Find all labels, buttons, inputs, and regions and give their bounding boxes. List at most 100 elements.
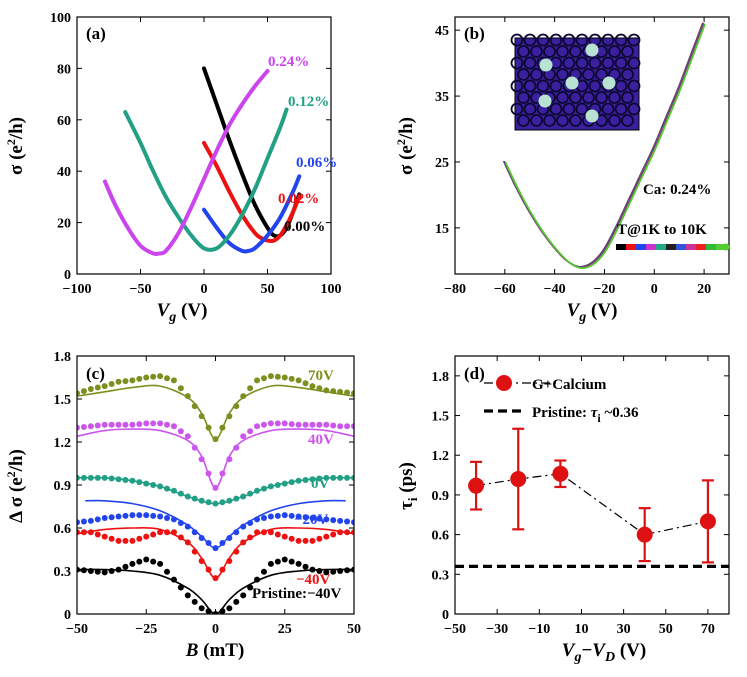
panel-c-plot (77, 373, 354, 614)
data-point-40V (233, 444, 240, 451)
panel-b-ytick-label: 45 (435, 24, 449, 39)
data-point-Pristine: -40V (191, 598, 198, 605)
panel-d-xtick-label: 30 (617, 622, 631, 637)
data-point-calcium (468, 477, 485, 494)
lattice-ring (562, 102, 576, 116)
data-point-40V (94, 422, 101, 429)
lattice-ring (575, 56, 589, 70)
data-point-70V (177, 385, 184, 392)
panel-a-ytick-label: 40 (57, 165, 71, 180)
lattice-ring (523, 102, 537, 116)
panel-d-ytick-label: 1.2 (432, 449, 450, 464)
lattice-ring (582, 68, 595, 81)
data-point-Pristine: -40V (337, 568, 344, 574)
data-point-0V (274, 482, 281, 488)
temperature-swatch (716, 244, 727, 250)
data-point-Pristine: -40V (274, 558, 281, 565)
legend-calcium-marker (496, 375, 512, 391)
lattice-ring (627, 56, 641, 70)
panel-b-xlabel: Vg (V) (567, 300, 618, 325)
series-line-0.24% (102, 68, 270, 257)
data-point--40V (351, 529, 354, 536)
data-point-Pristine: -40V (150, 558, 157, 565)
data-point-0V (337, 474, 344, 481)
data-point--40V (184, 539, 191, 546)
lattice-ring (575, 33, 589, 47)
lattice-ring (530, 68, 543, 81)
series-label-minus20v: −20V (294, 512, 329, 528)
temperature-label: T@1K to 10K (617, 222, 707, 238)
data-point-40V (274, 420, 281, 427)
data-point-70V (170, 377, 177, 384)
data-point--20V (233, 529, 240, 536)
data-point-0V (164, 485, 171, 492)
data-point-Pristine: -40V (260, 568, 267, 575)
lattice-ring (588, 56, 602, 70)
data-point--40V (344, 529, 351, 536)
panel-b-xtick-label: −20 (593, 282, 615, 297)
lattice-ring (608, 45, 621, 58)
data-point--20V (260, 514, 267, 521)
data-point--20V (170, 516, 177, 523)
series-label-0.12: 0.12% (288, 94, 329, 110)
data-point-calcium (510, 471, 527, 488)
lattice-ring (523, 79, 537, 93)
data-point-0V (323, 474, 330, 481)
data-point--20V (191, 529, 198, 536)
lattice-ring (621, 68, 634, 81)
data-point-70V (136, 375, 143, 382)
panel-c-xlabel: B (mT) (185, 640, 245, 661)
temperature-swatch (686, 244, 697, 250)
lattice-ring (517, 91, 530, 104)
data-point--40V (177, 534, 184, 541)
lattice-ring (530, 45, 543, 58)
calcium-connector (475, 473, 709, 536)
data-point-0V (351, 474, 354, 481)
lattice-ring (569, 91, 582, 104)
panel-d: −50 −30 −10 10 30 50 70 0 0.3 0.6 0.9 1.2 1.5 1.8 (d)… (396, 355, 730, 665)
data-point-0V (87, 474, 94, 481)
panel-c-xtick-label: 0 (212, 622, 219, 637)
data-point-40V (309, 421, 316, 428)
data-point-70V (80, 388, 87, 395)
lattice-ring (536, 33, 550, 47)
data-point-40V (267, 420, 274, 427)
panel-a-ticks: −100 −50 0 50 100 0 20 40 60 80 100 (50, 11, 342, 297)
lattice-ring (510, 102, 524, 116)
data-point--40V (274, 531, 281, 538)
panel-d-xtick-label: −30 (486, 622, 508, 637)
data-point-40V (281, 420, 288, 427)
data-point-0V (101, 474, 108, 481)
lattice-ring (543, 114, 556, 127)
data-point-40V (191, 444, 198, 451)
data-point-40V (351, 423, 354, 430)
data-point-70V (94, 384, 101, 391)
lattice-ring (627, 79, 641, 93)
panel-c-xtick-label: −25 (135, 622, 157, 637)
lattice-ring (627, 102, 641, 116)
data-point-40V (164, 421, 171, 428)
data-point-40V (254, 423, 261, 430)
data-point-0V (205, 499, 212, 506)
data-point--40V (233, 548, 240, 555)
panel-c-ylabel: Δ σ (e2/h) (4, 449, 27, 523)
data-point--20V (77, 519, 80, 526)
data-point-0V (80, 474, 87, 481)
data-point-0V (136, 479, 143, 486)
data-point--20V (80, 518, 87, 525)
lattice-ring (569, 45, 582, 58)
data-point-40V (316, 421, 323, 428)
data-point--40V (101, 533, 108, 540)
data-point-40V (80, 423, 87, 430)
panel-c-ticks: −50 −25 0 25 50 0 0.3 0.6 0.9 1.2 1.5 1.8 (54, 350, 362, 637)
data-point--40V (150, 531, 157, 538)
data-point--40V (136, 535, 143, 542)
lattice-ring (556, 68, 569, 81)
series-line-0.12% (123, 107, 289, 252)
data-point--40V (170, 529, 177, 536)
data-point--40V (316, 535, 323, 542)
data-point--40V (337, 529, 344, 536)
lattice-ring (621, 114, 634, 127)
data-point-40V (337, 423, 344, 430)
